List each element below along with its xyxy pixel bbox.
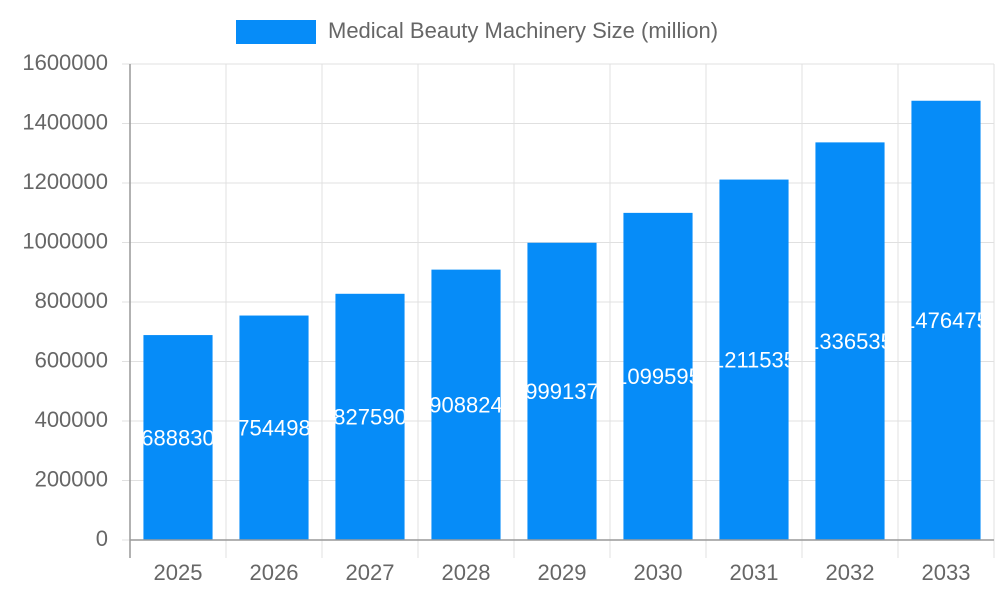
y-tick-label: 200000: [35, 466, 108, 491]
x-tick-label: 2031: [730, 560, 779, 585]
bar: [815, 142, 885, 540]
bar: [719, 179, 789, 540]
y-tick-label: 1000000: [22, 228, 108, 253]
bar: [143, 335, 213, 540]
x-tick-label: 2033: [922, 560, 971, 585]
y-tick-label: 400000: [35, 407, 108, 432]
x-tick-label: 2028: [442, 560, 491, 585]
y-tick-label: 1400000: [22, 109, 108, 134]
bar: [623, 212, 693, 540]
bar: [911, 100, 981, 540]
x-tick-label: 2027: [346, 560, 395, 585]
value-label: 999137: [525, 379, 598, 404]
value-label: 1099595: [615, 364, 701, 389]
value-label: 754498: [237, 416, 310, 441]
value-label: 1336535: [807, 329, 893, 354]
x-tick-label: 2025: [154, 560, 203, 585]
y-tick-label: 600000: [35, 347, 108, 372]
x-tick-label: 2032: [826, 560, 875, 585]
y-tick-label: 1600000: [22, 50, 108, 75]
legend-swatch[interactable]: [236, 20, 316, 44]
legend-label[interactable]: Medical Beauty Machinery Size (million): [328, 18, 718, 43]
value-label: 827590: [333, 405, 406, 430]
x-tick-label: 2030: [634, 560, 683, 585]
bar: [335, 293, 405, 540]
value-label: 908824: [429, 393, 502, 418]
x-tick-label: 2026: [250, 560, 299, 585]
y-tick-label: 800000: [35, 288, 108, 313]
value-label: 1476475: [903, 308, 989, 333]
y-tick-label: 1200000: [22, 169, 108, 194]
bar: [431, 269, 501, 540]
bar: [527, 242, 597, 540]
value-label: 688830: [141, 425, 214, 450]
bar: [239, 315, 309, 540]
x-tick-label: 2029: [538, 560, 587, 585]
y-tick-label: 0: [96, 526, 108, 551]
value-label: 1211535: [712, 348, 796, 373]
